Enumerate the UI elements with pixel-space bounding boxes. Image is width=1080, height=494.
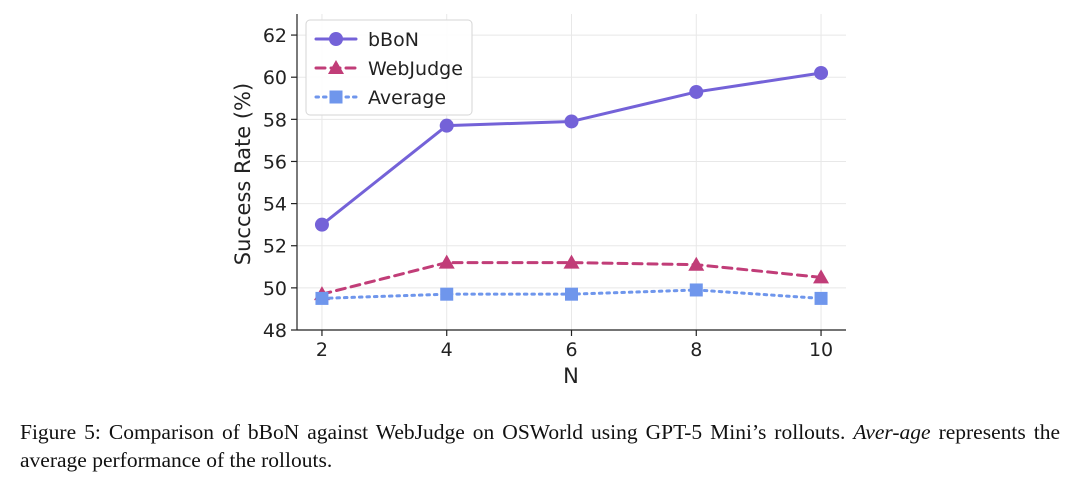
triangle-marker xyxy=(563,254,580,269)
y-tick-label: 56 xyxy=(263,151,287,173)
triangle-marker xyxy=(438,254,455,269)
y-tick-label: 50 xyxy=(263,278,287,300)
legend-box xyxy=(305,19,473,116)
circle-marker xyxy=(314,217,329,232)
caption-italic: Aver-age xyxy=(853,420,931,444)
y-tick-label: 54 xyxy=(263,194,287,216)
x-tick-label: 6 xyxy=(565,339,577,361)
circle-marker xyxy=(329,32,343,46)
caption-suffix: represents the average performance of th… xyxy=(20,420,1060,472)
x-tick-label: 2 xyxy=(316,339,328,361)
series-line xyxy=(320,261,823,296)
y-tick-label: 60 xyxy=(263,67,287,89)
y-tick-label: 52 xyxy=(263,236,287,258)
x-axis-label: N xyxy=(563,364,579,388)
data-series xyxy=(313,65,830,305)
triangle-marker xyxy=(813,269,830,284)
legend-label: WebJudge xyxy=(368,58,463,80)
square-marker xyxy=(315,291,329,305)
y-tick-label: 48 xyxy=(263,320,287,342)
triangle-marker xyxy=(328,60,344,74)
series-bbon xyxy=(314,65,829,232)
caption-prefix: Figure 5: Comparison of bBoN against Web… xyxy=(20,420,854,444)
circle-marker xyxy=(814,65,829,80)
line-chart: 2 4 6 8 10 48 50 52 54 56 58 60 62 bBoN WebJudge Avera… xyxy=(231,14,846,388)
x-tick-label: 4 xyxy=(441,339,453,361)
square-marker xyxy=(689,283,703,297)
tick-labels: 2 4 6 8 10 48 50 52 54 56 58 60 62 xyxy=(263,25,833,361)
x-tick-label: 10 xyxy=(809,339,833,361)
circle-marker xyxy=(689,84,704,99)
x-tick-label: 8 xyxy=(690,339,702,361)
triangle-marker xyxy=(688,256,705,271)
circle-marker xyxy=(564,114,579,129)
square-marker xyxy=(565,287,578,301)
figure-caption: Figure 5: Comparison of bBoN against Web… xyxy=(20,418,1060,474)
circle-marker xyxy=(439,118,454,133)
square-marker xyxy=(814,291,828,305)
square-marker xyxy=(440,287,454,301)
legend-label: bBoN xyxy=(368,29,419,51)
series-average xyxy=(315,283,828,305)
axes xyxy=(291,14,846,336)
y-tick-label: 58 xyxy=(263,109,287,131)
legend: bBoN WebJudge Average xyxy=(305,19,473,116)
legend-label: Average xyxy=(368,87,446,109)
y-axis-label: Success Rate (%) xyxy=(231,83,255,265)
square-marker xyxy=(329,90,343,104)
y-tick-label: 62 xyxy=(263,25,287,47)
